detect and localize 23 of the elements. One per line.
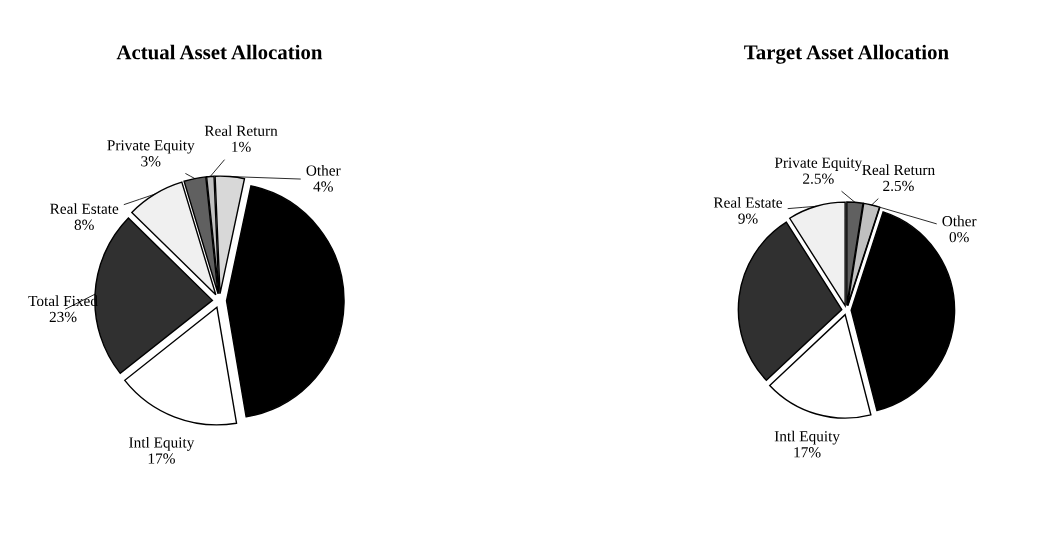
text: 0%: [949, 231, 969, 243]
data-label: 9%: [738, 213, 758, 224]
slice-label: Other: [306, 164, 341, 176]
slice-label: Real Return: [204, 125, 278, 136]
slice-label: Real Estate: [50, 203, 119, 214]
legend-label: Other: [942, 215, 977, 227]
data-label: 3%: [141, 156, 161, 167]
data-label: 2.5%: [803, 173, 834, 184]
data-label: 4%: [313, 181, 333, 192]
data-label: 2.5%: [883, 180, 914, 192]
data-label: 23%: [49, 311, 77, 323]
slice-label: Private Equity: [774, 157, 863, 171]
slice-label: Real Return: [862, 164, 935, 176]
data-label: 17%: [794, 447, 821, 458]
chart-title: Actual Asset Allocation: [116, 44, 323, 60]
data-label: 1%: [232, 141, 251, 153]
slice-label: Intl Equity: [129, 436, 195, 451]
chart-title: Target Asset Allocation: [744, 44, 949, 64]
slice-label: Intl Equity: [774, 430, 840, 445]
slice-label: Real Estate: [713, 197, 782, 208]
slice-label: Private Equity: [107, 140, 195, 154]
data-label: 17%: [148, 453, 175, 464]
data-label: 8%: [74, 219, 94, 230]
